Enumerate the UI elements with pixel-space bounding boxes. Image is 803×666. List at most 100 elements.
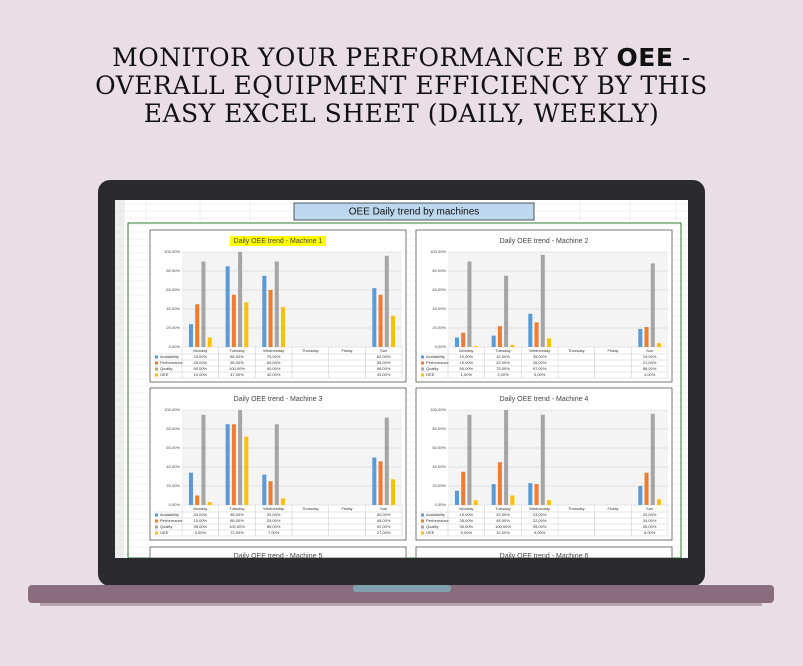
sheet-title: OEE Daily trend by machines (349, 207, 480, 218)
table-value: 10,00% (460, 354, 474, 359)
bar (188, 324, 193, 347)
bar (528, 313, 533, 347)
plot-area (448, 410, 668, 505)
chart: Daily OEE trend - Machine 3 0,00% 20,00% 40… (149, 387, 407, 541)
chart-title: Daily OEE trend - Machine 6 (500, 553, 589, 560)
table-value: 33,00% (377, 372, 391, 377)
table-value: 96,00% (377, 366, 391, 371)
table-value: 3,00% (195, 530, 207, 535)
legend-swatch (421, 513, 424, 517)
legend-label: Quality (426, 524, 438, 529)
table-value: 55,00% (377, 360, 391, 365)
table-value: 72,00% (230, 530, 244, 535)
table-value: 95,00% (194, 524, 208, 529)
table-value: 15,00% (460, 512, 474, 517)
bar (281, 498, 286, 505)
x-tick-label: Tuesday (229, 348, 244, 353)
table-value: 26,00% (533, 360, 547, 365)
y-tick-label: 100,00% (430, 249, 446, 254)
bar (225, 266, 230, 347)
bar (391, 479, 396, 505)
y-tick-label: 60,00% (432, 287, 446, 292)
bar (547, 338, 552, 347)
chart-title: Daily OEE trend - Machine 2 (500, 238, 589, 245)
table-value: 9,00% (534, 372, 546, 377)
x-tick-label: Wednesday (263, 506, 284, 511)
x-tick-label: Sun (646, 348, 653, 353)
legend-label: OEE (160, 530, 169, 535)
table-value: 32,00% (267, 512, 281, 517)
x-tick-label: Monday (459, 348, 473, 353)
bar (638, 328, 643, 347)
table-value: 75,00% (267, 354, 281, 359)
bar (454, 337, 459, 347)
table-value: 62,00% (377, 354, 391, 359)
y-tick-label: 100,00% (164, 249, 180, 254)
x-tick-label: Friday (341, 506, 352, 511)
table-value: 23,00% (533, 512, 547, 517)
table-value: 100,00% (229, 366, 245, 371)
x-tick-label: Wednesday (529, 348, 550, 353)
table-value: 45,00% (194, 360, 208, 365)
x-tick-label: Tuesday (495, 348, 510, 353)
x-tick-label: Sun (646, 506, 653, 511)
x-tick-label: Sun (380, 506, 387, 511)
y-tick-label: 20,00% (166, 483, 180, 488)
bar (238, 410, 243, 505)
legend-label: Quality (160, 366, 172, 371)
bar (461, 332, 466, 347)
chart-title: Daily OEE trend - Machine 1 (234, 238, 323, 245)
bar (378, 294, 383, 347)
x-tick-label: Sun (380, 348, 387, 353)
table-value: 5,00% (534, 530, 546, 535)
y-tick-label: 0,00% (435, 502, 447, 507)
bar (644, 327, 649, 347)
legend-label: Quality (426, 366, 438, 371)
legend-swatch (155, 519, 158, 523)
legend-swatch (421, 373, 424, 377)
y-tick-label: 80,00% (432, 426, 446, 431)
bar (372, 457, 377, 505)
table-value: 10,00% (194, 518, 208, 523)
table-value: 88,00% (643, 366, 657, 371)
table-value: 22,00% (496, 512, 510, 517)
bar (467, 414, 472, 505)
bar (473, 500, 478, 505)
chart-title: Daily OEE trend - Machine 3 (234, 396, 323, 403)
bar (657, 499, 662, 505)
legend-label: Availability (160, 512, 179, 517)
bar (195, 495, 200, 505)
table-value: 15,00% (460, 360, 474, 365)
legend-swatch (155, 513, 158, 517)
table-value: 7,00% (268, 530, 280, 535)
plot-area (182, 252, 402, 347)
table-value: 24,00% (194, 354, 208, 359)
bar (528, 483, 533, 505)
legend-label: Availability (426, 512, 445, 517)
table-value: 25,00% (267, 518, 281, 523)
table-value: 90,00% (460, 366, 474, 371)
x-tick-label: Wednesday (529, 506, 550, 511)
chart: Daily OEE trend - Machine 4 0,00% 20,00% 40… (415, 387, 673, 541)
x-tick-label: Thursday (568, 348, 585, 353)
chart: Daily OEE trend - Machine 1 0,00% 20,00% 40… (149, 229, 407, 383)
table-value: 42,00% (267, 372, 281, 377)
legend-label: Performance (160, 360, 184, 365)
bar (650, 413, 655, 505)
y-tick-label: 80,00% (166, 426, 180, 431)
bar (650, 263, 655, 347)
table-value: 75,00% (496, 366, 510, 371)
legend-label: OEE (426, 530, 435, 535)
header-line: MONITOR YOUR PERFORMANCE BY OEE - (0, 44, 803, 72)
bar (201, 414, 206, 505)
charts: Daily OEE trend - Machine 1 0,00% 20,00% 40… (149, 229, 673, 560)
bar (454, 490, 459, 505)
table-value: 6,00% (644, 530, 656, 535)
legend-label: Performance (426, 360, 450, 365)
legend-swatch (421, 531, 424, 535)
table-value: 95,00% (460, 524, 474, 529)
bar (657, 343, 662, 347)
bar (274, 261, 279, 347)
